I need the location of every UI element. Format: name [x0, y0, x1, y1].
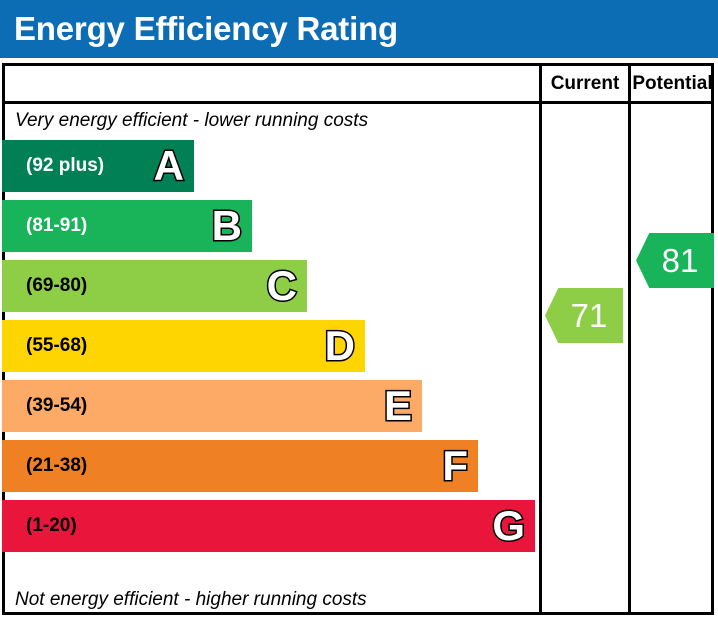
header-divider-rule	[2, 101, 714, 104]
rating-band-c: (69-80) C	[2, 260, 307, 312]
band-letter-label: E	[382, 381, 413, 431]
band-letter-label: G	[491, 501, 527, 551]
rating-band-b: (81-91) B	[2, 200, 252, 252]
rating-band-e: (39-54) E	[2, 380, 422, 432]
band-letter-label: B	[210, 201, 243, 251]
potential-rating-arrow: 81	[636, 233, 714, 288]
column-header-current: Current	[550, 73, 620, 94]
caption-top: Very energy efficient - lower running co…	[15, 110, 369, 131]
band-letter-label: C	[265, 261, 298, 311]
column-divider-potential	[628, 63, 631, 615]
band-range-label: (39-54)	[26, 395, 88, 416]
rating-band-f: (21-38) F	[2, 440, 478, 492]
band-letter-label: F	[441, 441, 470, 491]
rating-band-g: (1-20) G	[2, 500, 535, 552]
band-range-label: (92 plus)	[26, 155, 105, 176]
page-title: Energy Efficiency Rating	[14, 10, 398, 47]
band-range-label: (21-38)	[26, 455, 88, 476]
caption-bottom: Not energy efficient - higher running co…	[15, 589, 367, 610]
title-bar: Energy Efficiency Rating	[0, 0, 718, 58]
column-divider-current	[539, 63, 542, 615]
potential-rating-value: 81	[661, 242, 699, 279]
band-letter-label: A	[152, 141, 185, 191]
band-range-label: (55-68)	[26, 335, 88, 356]
rating-band-a: (92 plus) A	[2, 140, 194, 192]
rating-band-d: (55-68) D	[2, 320, 365, 372]
band-letter-label: D	[323, 321, 356, 371]
column-header-potential: Potential	[632, 73, 713, 94]
band-range-label: (69-80)	[26, 275, 88, 296]
band-range-label: (1-20)	[26, 515, 77, 536]
band-range-label: (81-91)	[26, 215, 88, 236]
current-rating-value: 71	[570, 297, 608, 334]
current-rating-arrow: 71	[545, 288, 623, 343]
